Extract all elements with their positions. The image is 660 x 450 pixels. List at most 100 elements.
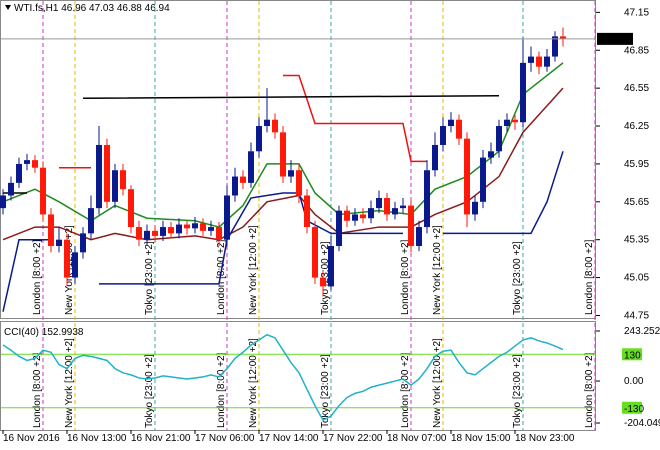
candle-body: [272, 119, 278, 133]
candle-body: [336, 210, 342, 247]
candle-body: [360, 214, 366, 219]
session-label: Tokyo [23:00 +2]: [144, 354, 155, 428]
candle-body: [464, 138, 470, 215]
session-label: Tokyo [23:00 +2]: [144, 241, 155, 315]
candle-body: [224, 195, 230, 240]
session-label: London [8:00 +2]: [400, 352, 411, 428]
indicator-line: [2, 151, 564, 312]
candle-body: [80, 233, 86, 253]
candle-body: [520, 62, 526, 123]
candle-body: [0, 195, 6, 209]
candle-body: [296, 170, 302, 196]
candle-body: [536, 56, 542, 67]
price-panel: [0, 0, 596, 319]
indicator-line: [3, 94, 500, 194]
candle-body: [400, 205, 406, 209]
session-label: Tokyo [23:00 +2]: [512, 241, 523, 315]
candle-body: [240, 176, 246, 183]
candle-body: [472, 201, 478, 215]
candle-body: [136, 227, 142, 240]
level-label: 130: [624, 350, 641, 361]
candle-body: [376, 198, 382, 209]
y-tick-label: 45.35: [624, 235, 649, 246]
title-icon: [5, 5, 11, 10]
candle-body: [248, 151, 254, 183]
level-box: [622, 348, 642, 361]
session-label: New York [12:00 +2]: [248, 338, 259, 428]
x-tick-label: 18 Nov 23:00: [515, 433, 575, 444]
candle-body: [560, 36, 566, 39]
y-tick-label: 45.95: [624, 159, 649, 170]
candle-body: [512, 119, 518, 123]
candle-body: [72, 252, 78, 278]
candle-body: [48, 214, 54, 247]
candle-body: [256, 126, 262, 152]
candle-body: [304, 195, 310, 228]
candle-body: [24, 160, 30, 164]
candle-body: [120, 170, 126, 190]
x-tick-label: 16 Nov 2016: [3, 433, 60, 444]
y-tick-label: 44.75: [624, 310, 649, 321]
session-label: New York [12:00 +2]: [248, 225, 259, 315]
candle-body: [152, 230, 158, 236]
session-label: London [8:00 +2]: [32, 352, 43, 428]
candle-body: [104, 144, 110, 202]
candle-body: [320, 277, 326, 287]
x-tick-label: 17 Nov 06:00: [195, 433, 255, 444]
candle-body: [200, 223, 206, 231]
candle-body: [384, 198, 390, 215]
y-tick-label: 0.00: [624, 376, 644, 387]
candle-body: [144, 230, 150, 240]
x-tick-label: 17 Nov 22:00: [323, 433, 383, 444]
candle-body: [368, 208, 374, 219]
y-tick-label: -204.0499: [624, 418, 660, 429]
candle-body: [488, 151, 494, 158]
candle-body: [128, 189, 134, 228]
candle-body: [456, 119, 462, 139]
candle-body: [16, 163, 22, 183]
y-tick-label: 45.05: [624, 273, 649, 284]
indicator-line: [59, 74, 427, 169]
candle-body: [168, 227, 174, 234]
session-label: London [8:00 +2]: [584, 352, 595, 428]
level-label: -130: [624, 404, 644, 415]
x-tick-label: 18 Nov 15:00: [451, 433, 511, 444]
last-price-label: 46.94: [600, 35, 625, 46]
candle-body: [32, 160, 38, 168]
last-price-box: [597, 32, 633, 45]
candle-body: [8, 182, 14, 196]
candle-body: [344, 210, 350, 221]
candle-body: [544, 56, 550, 67]
candle-body: [416, 227, 422, 247]
session-label: London [8:00 +2]: [216, 239, 227, 315]
candle-body: [280, 132, 286, 177]
x-tick-label: 16 Nov 21:00: [131, 433, 191, 444]
cci-panel: [0, 321, 596, 431]
session-label: Tokyo [23:00 +2]: [512, 354, 523, 428]
candle-body: [112, 170, 118, 202]
x-tick-label: 18 Nov 07:00: [387, 433, 447, 444]
candle-body: [88, 208, 94, 234]
candle-body: [392, 208, 398, 215]
candle-body: [216, 227, 222, 240]
candle-body: [176, 224, 182, 234]
candle-body: [328, 246, 334, 287]
indicator-line: [2, 87, 564, 241]
candle-body: [160, 227, 166, 236]
cci-line: [2, 333, 564, 422]
candle-body: [56, 239, 62, 247]
candle-body: [552, 36, 558, 57]
session-label: London [8:00 +2]: [32, 239, 43, 315]
candle-body: [96, 144, 102, 209]
session-label: London [8:00 +2]: [216, 352, 227, 428]
y-tick-label: 243.2528: [624, 326, 660, 337]
session-label: London [8:00 +2]: [400, 239, 411, 315]
y-tick-label: 46.55: [624, 83, 649, 94]
candle-body: [528, 56, 534, 63]
candle-body: [232, 176, 238, 196]
candle-body: [288, 170, 294, 177]
candle-body: [448, 119, 454, 127]
session-label: London [8:00 +2]: [584, 239, 595, 315]
